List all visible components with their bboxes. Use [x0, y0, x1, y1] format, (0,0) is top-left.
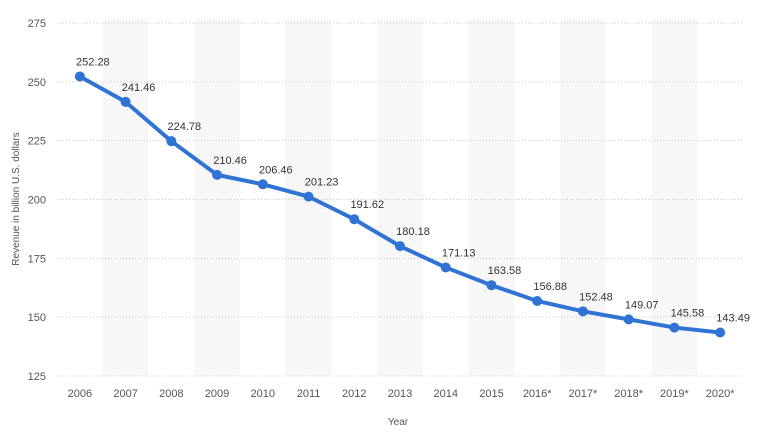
data-point — [715, 327, 726, 338]
alternating-column-bands — [102, 19, 698, 376]
y-tick-label: 150 — [28, 312, 46, 324]
data-label: 201.23 — [305, 177, 339, 189]
x-tick-label: 2011 — [297, 388, 321, 400]
x-tick-label: 2008 — [159, 388, 183, 400]
data-label: 143.49 — [716, 312, 750, 324]
y-tick-label: 200 — [28, 195, 46, 207]
x-tick-label: 2015 — [479, 388, 503, 400]
data-point — [257, 179, 268, 190]
data-label: 156.88 — [533, 281, 567, 293]
data-point — [532, 295, 543, 306]
data-label: 152.48 — [579, 291, 613, 303]
data-label: 224.78 — [168, 121, 202, 133]
data-points — [74, 71, 726, 338]
data-label: 145.58 — [671, 308, 705, 320]
y-tick-label: 175 — [28, 253, 46, 265]
x-tick-label: 2012 — [342, 388, 366, 400]
data-point — [74, 71, 85, 82]
column-band — [468, 19, 515, 376]
data-point — [623, 314, 634, 325]
data-label: 241.46 — [122, 82, 156, 94]
data-label: 206.46 — [259, 164, 293, 176]
y-axis-ticks: 125 150 175 200 225 250 275 — [28, 18, 46, 383]
data-point — [212, 169, 223, 180]
x-axis-label: Year — [388, 417, 409, 428]
y-tick-label: 250 — [28, 77, 46, 89]
data-point — [486, 280, 497, 291]
x-tick-label: 2014 — [433, 388, 457, 400]
data-point — [395, 241, 405, 252]
data-point — [166, 136, 177, 147]
data-point — [303, 191, 314, 202]
column-band — [194, 19, 240, 376]
x-tick-label: 2009 — [205, 388, 229, 400]
y-tick-label: 125 — [28, 371, 46, 383]
x-axis-ticks: 2006 2007 2008 2009 2010 2011 2012 2013 2014 2015… — [68, 388, 736, 400]
x-tick-label: 2010 — [251, 388, 275, 400]
data-label: 180.18 — [396, 226, 430, 238]
data-labels: 252.28 241.46 224.78 210.46 206.46 201.23 191.… — [76, 56, 750, 324]
x-tick-label: 2016* — [523, 388, 552, 400]
x-tick-label: 2019* — [660, 388, 689, 400]
x-tick-label: 2013 — [388, 388, 412, 400]
column-band — [102, 19, 149, 376]
data-label: 252.28 — [76, 56, 110, 68]
data-point — [669, 322, 680, 333]
data-label: 163.58 — [488, 265, 522, 277]
data-label: 210.46 — [213, 155, 247, 167]
x-tick-label: 2018* — [614, 388, 643, 400]
y-axis-label: Revenue in billion U.S. dollars — [11, 132, 22, 265]
data-point — [577, 306, 588, 317]
column-band — [651, 19, 698, 376]
data-label: 149.07 — [625, 299, 659, 311]
data-label: 191.62 — [350, 199, 384, 211]
data-point — [349, 214, 360, 225]
x-tick-label: 2017* — [569, 388, 598, 400]
y-tick-label: 275 — [28, 18, 46, 30]
y-tick-label: 225 — [28, 136, 46, 148]
column-band — [560, 19, 606, 376]
x-tick-label: 2006 — [68, 388, 92, 400]
column-band — [377, 19, 423, 376]
x-tick-label: 2020* — [706, 388, 735, 400]
data-point — [440, 262, 451, 273]
x-tick-label: 2007 — [113, 388, 137, 400]
data-label: 171.13 — [442, 247, 476, 259]
data-point — [120, 96, 131, 107]
